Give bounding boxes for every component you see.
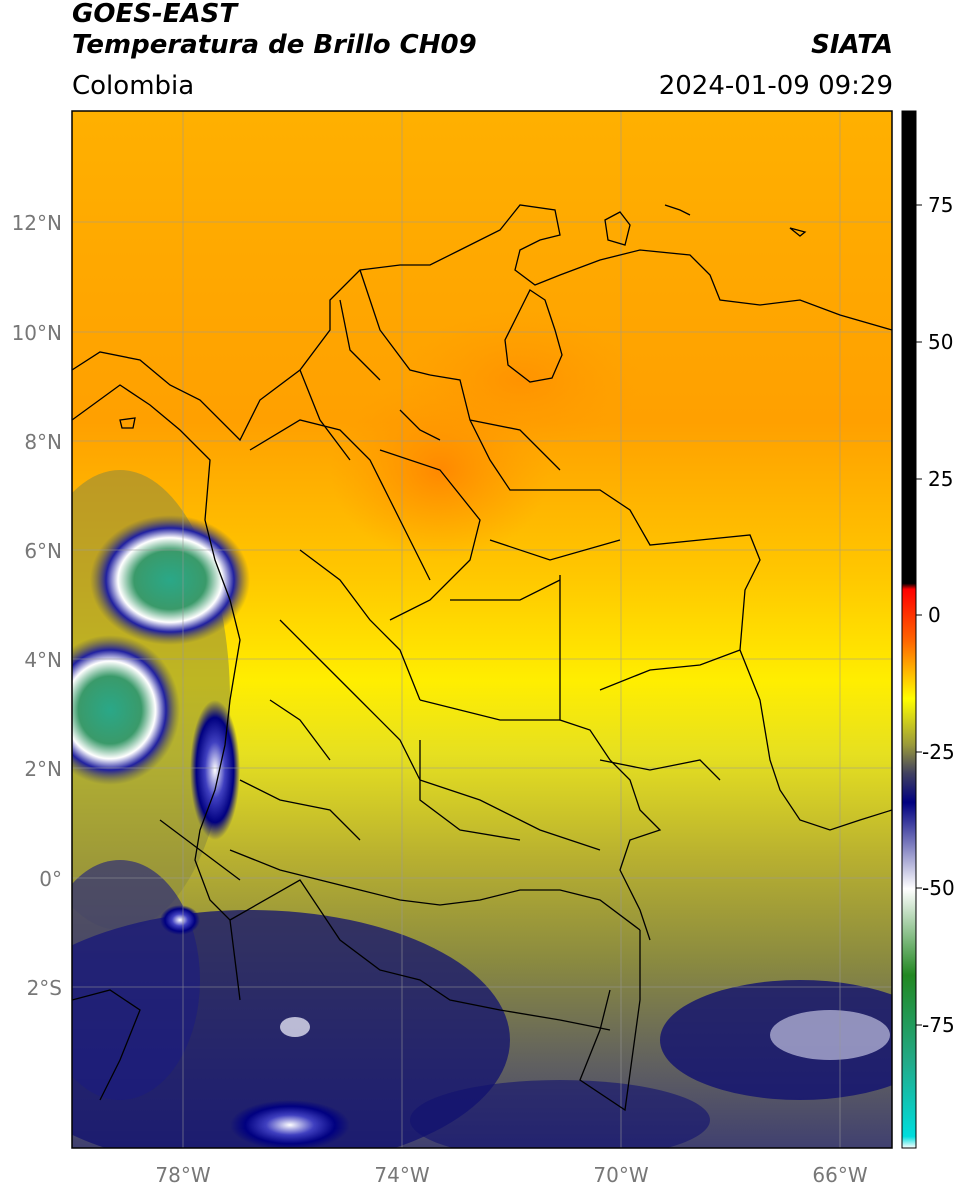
- lon-tick: 66°W: [812, 1163, 867, 1187]
- colorbar-tick: 25: [928, 467, 953, 491]
- lat-tick: 0°: [39, 867, 62, 891]
- lat-tick: 2°S: [27, 976, 62, 1000]
- colorbar-tick: 0: [928, 603, 941, 627]
- datetime-label: 2024-01-09 09:29: [658, 71, 893, 101]
- lat-tick: 10°N: [12, 321, 62, 345]
- colorbar-tick: -25: [922, 740, 955, 764]
- colorbar-tick: -50: [922, 876, 955, 900]
- colorbar-tick: 75: [928, 193, 953, 217]
- map-frame: [71, 110, 893, 1149]
- map-subtitle: Temperatura de Brillo CH09: [72, 30, 477, 60]
- colorbar-tick: 50: [928, 330, 953, 354]
- lat-tick: 4°N: [24, 648, 62, 672]
- colorbar-scale: [901, 110, 917, 1149]
- lat-tick: 2°N: [24, 757, 62, 781]
- latitude-labels: 12°N 10°N 8°N 6°N 4°N 2°N 0° 2°S: [12, 211, 62, 1000]
- lon-tick: 78°W: [155, 1163, 210, 1187]
- lat-tick: 6°N: [24, 539, 62, 563]
- longitude-labels: 78°W 74°W 70°W 66°W: [155, 1163, 867, 1187]
- colorbar: 75 50 25 0 -25 -50 -75: [901, 110, 955, 1149]
- lon-tick: 74°W: [374, 1163, 429, 1187]
- region-label: Colombia: [72, 71, 195, 101]
- colorbar-tick: -75: [922, 1013, 955, 1037]
- brand-label: SIATA: [811, 30, 893, 60]
- boundaries: [72, 204, 892, 1112]
- map-title: GOES-EAST: [72, 0, 238, 29]
- lat-tick: 12°N: [12, 211, 62, 235]
- lon-tick: 70°W: [593, 1163, 648, 1187]
- lat-tick: 8°N: [24, 430, 62, 454]
